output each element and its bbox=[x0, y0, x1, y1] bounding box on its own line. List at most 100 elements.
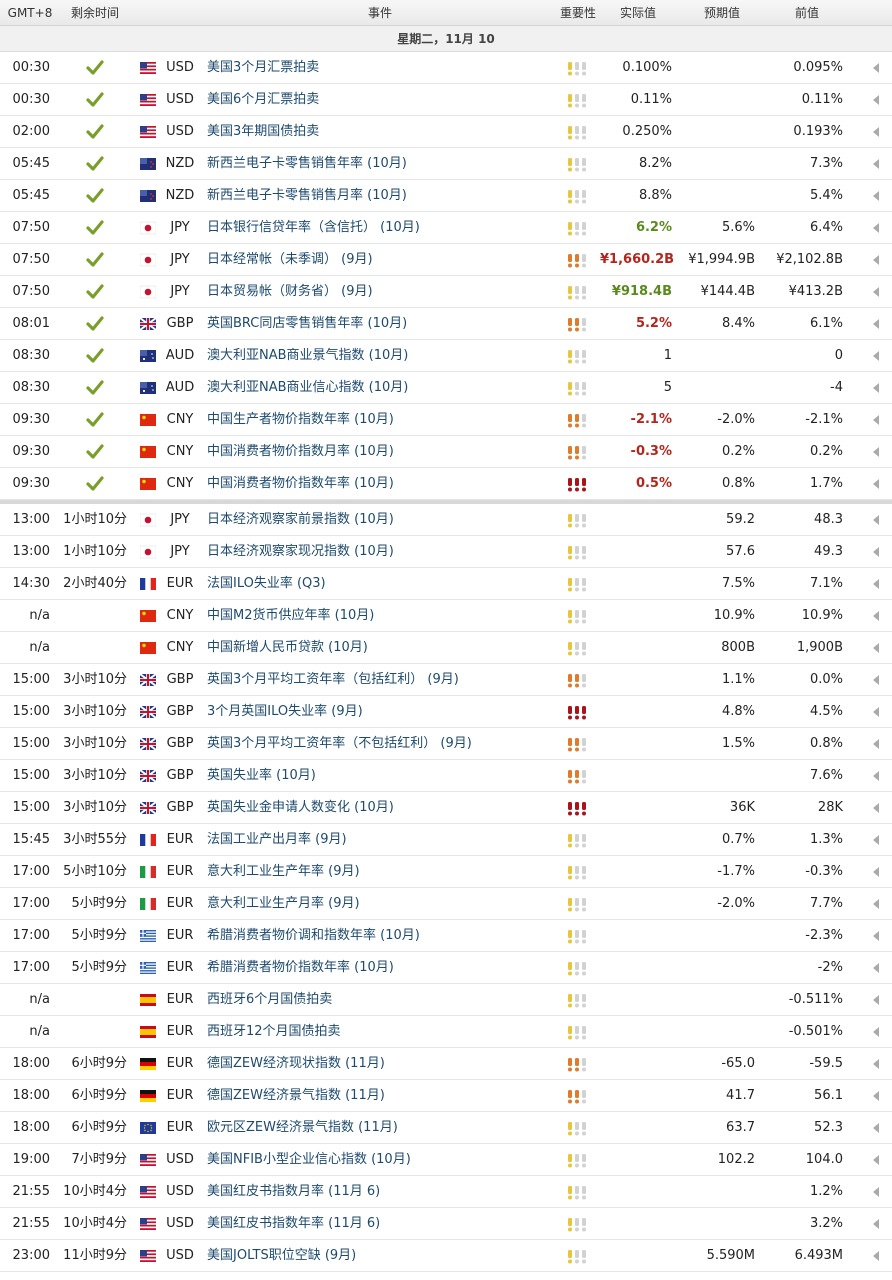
flag-icon bbox=[140, 478, 156, 490]
event-name[interactable]: 中国M2货币供应年率 (10月) bbox=[207, 608, 375, 623]
event-name[interactable]: 英国3个月平均工资年率（包括红利） (9月) bbox=[207, 672, 459, 687]
event-name[interactable]: 日本经济观察家现况指数 (10月) bbox=[207, 544, 394, 559]
event-name[interactable]: 希腊消费者物价调和指数年率 (10月) bbox=[207, 928, 420, 943]
event-name[interactable]: 中国消费者物价指数月率 (10月) bbox=[207, 444, 394, 459]
time: 07:50 bbox=[12, 220, 50, 235]
event-name[interactable]: 日本贸易帐（财务省） (9月) bbox=[207, 284, 373, 299]
importance bbox=[566, 1016, 590, 1048]
expand-arrow[interactable] bbox=[870, 1208, 882, 1240]
remaining-time: 3小时10分 bbox=[63, 736, 127, 751]
event-name[interactable]: 意大利工业生产月率 (9月) bbox=[207, 896, 360, 911]
expand-arrow[interactable] bbox=[870, 244, 882, 276]
event-name[interactable]: 澳大利亚NAB商业信心指数 (10月) bbox=[207, 380, 409, 395]
expand-arrow[interactable] bbox=[870, 568, 882, 600]
event-name[interactable]: 希腊消费者物价指数年率 (10月) bbox=[207, 960, 394, 975]
expand-arrow[interactable] bbox=[870, 52, 882, 84]
event-name[interactable]: 日本经常帐（未季调） (9月) bbox=[207, 252, 373, 267]
event-name[interactable]: 法国工业产出月率 (9月) bbox=[207, 832, 347, 847]
event-name[interactable]: 新西兰电子卡零售销售年率 (10月) bbox=[207, 156, 407, 171]
event-name[interactable]: 美国红皮书指数月率 (11月 6) bbox=[207, 1184, 381, 1199]
flag bbox=[139, 728, 157, 760]
expand-arrow[interactable] bbox=[870, 600, 882, 632]
expand-arrow[interactable] bbox=[870, 436, 882, 468]
expand-arrow[interactable] bbox=[870, 308, 882, 340]
expand-arrow[interactable] bbox=[870, 1048, 882, 1080]
event-name[interactable]: 美国3个月汇票拍卖 bbox=[207, 60, 320, 75]
expand-arrow[interactable] bbox=[870, 1112, 882, 1144]
expand-arrow[interactable] bbox=[870, 824, 882, 856]
event-name[interactable]: 西班牙12个月国债拍卖 bbox=[207, 1024, 341, 1039]
expand-arrow[interactable] bbox=[870, 372, 882, 404]
expand-arrow[interactable] bbox=[870, 212, 882, 244]
expand-arrow[interactable] bbox=[870, 84, 882, 116]
arrow-icon bbox=[873, 643, 879, 653]
arrow-icon bbox=[873, 1027, 879, 1037]
event-name[interactable]: 中国新增人民币贷款 (10月) bbox=[207, 640, 368, 655]
event-name[interactable]: 美国红皮书指数年率 (11月 6) bbox=[207, 1216, 381, 1231]
expand-arrow[interactable] bbox=[870, 504, 882, 536]
event-name[interactable]: 英国BRC同店零售销售年率 (10月) bbox=[207, 316, 408, 331]
check bbox=[86, 188, 104, 203]
previous: -0.501% bbox=[788, 1024, 843, 1039]
expand-arrow[interactable] bbox=[870, 1080, 882, 1112]
expand-arrow[interactable] bbox=[870, 984, 882, 1016]
expand-arrow[interactable] bbox=[870, 888, 882, 920]
event-row: 02:00 USD 美国3年期国债拍卖 0.250% 0.193% bbox=[0, 116, 892, 148]
expand-arrow[interactable] bbox=[870, 696, 882, 728]
currency: AUD bbox=[165, 380, 195, 395]
event-name[interactable]: 英国失业率 (10月) bbox=[207, 768, 316, 783]
event-name[interactable]: 日本经济观察家前景指数 (10月) bbox=[207, 512, 394, 527]
event-name[interactable]: 日本银行信贷年率（含信托） (10月) bbox=[207, 220, 420, 235]
flag bbox=[140, 52, 156, 84]
time: 00:30 bbox=[12, 92, 50, 107]
expand-arrow[interactable] bbox=[870, 116, 882, 148]
expand-arrow[interactable] bbox=[870, 664, 882, 696]
expand-arrow[interactable] bbox=[870, 920, 882, 952]
event-name[interactable]: 欧元区ZEW经济景气指数 (11月) bbox=[207, 1120, 398, 1135]
event-name[interactable]: 中国生产者物价指数年率 (10月) bbox=[207, 412, 394, 427]
event-name[interactable]: 美国NFIB小型企业信心指数 (10月) bbox=[207, 1152, 411, 1167]
expand-arrow[interactable] bbox=[870, 632, 882, 664]
event-name[interactable]: 德国ZEW经济现状指数 (11月) bbox=[207, 1056, 385, 1071]
event-name[interactable]: 美国3年期国债拍卖 bbox=[207, 124, 320, 139]
remaining-time: 1小时10分 bbox=[63, 512, 127, 527]
event-name[interactable]: 英国3个月平均工资年率（不包括红利） (9月) bbox=[207, 736, 472, 751]
event-name[interactable]: 3个月英国ILO失业率 (9月) bbox=[207, 704, 363, 719]
event-name[interactable]: 中国消费者物价指数年率 (10月) bbox=[207, 476, 394, 491]
event-name[interactable]: 美国6个月汇票拍卖 bbox=[207, 92, 320, 107]
time: n/a bbox=[29, 640, 50, 655]
expand-arrow[interactable] bbox=[870, 404, 882, 436]
event-name[interactable]: 德国ZEW经济景气指数 (11月) bbox=[207, 1088, 385, 1103]
expand-arrow[interactable] bbox=[870, 1240, 882, 1272]
expand-arrow[interactable] bbox=[870, 760, 882, 792]
expand-arrow[interactable] bbox=[870, 468, 882, 500]
currency: USD bbox=[166, 1216, 194, 1231]
expand-arrow[interactable] bbox=[870, 952, 882, 984]
expand-arrow[interactable] bbox=[870, 276, 882, 308]
previous: -2.3% bbox=[805, 928, 843, 943]
expand-arrow[interactable] bbox=[870, 792, 882, 824]
currency: GBP bbox=[166, 736, 194, 751]
expand-arrow[interactable] bbox=[870, 180, 882, 212]
expand-arrow[interactable] bbox=[870, 1144, 882, 1176]
event-name[interactable]: 法国ILO失业率 (Q3) bbox=[207, 576, 326, 591]
importance-icon bbox=[568, 1090, 586, 1104]
importance bbox=[566, 856, 590, 888]
expand-arrow[interactable] bbox=[870, 856, 882, 888]
expand-arrow[interactable] bbox=[870, 148, 882, 180]
event-name[interactable]: 西班牙6个月国债拍卖 bbox=[207, 992, 333, 1007]
expand-arrow[interactable] bbox=[870, 1016, 882, 1048]
expand-arrow[interactable] bbox=[870, 340, 882, 372]
flag-icon bbox=[140, 1250, 156, 1262]
actual: 5.2% bbox=[635, 316, 672, 331]
expand-arrow[interactable] bbox=[870, 728, 882, 760]
expand-arrow[interactable] bbox=[870, 536, 882, 568]
event-name[interactable]: 澳大利亚NAB商业景气指数 (10月) bbox=[207, 348, 409, 363]
event-name[interactable]: 英国失业金申请人数变化 (10月) bbox=[207, 800, 394, 815]
event-name[interactable]: 新西兰电子卡零售销售月率 (10月) bbox=[207, 188, 407, 203]
expand-arrow[interactable] bbox=[870, 1176, 882, 1208]
event-name[interactable]: 美国JOLTS职位空缺 (9月) bbox=[207, 1248, 357, 1263]
event-name[interactable]: 意大利工业生产年率 (9月) bbox=[207, 864, 360, 879]
previous: 6.1% bbox=[809, 316, 843, 331]
importance-icon bbox=[568, 546, 586, 560]
